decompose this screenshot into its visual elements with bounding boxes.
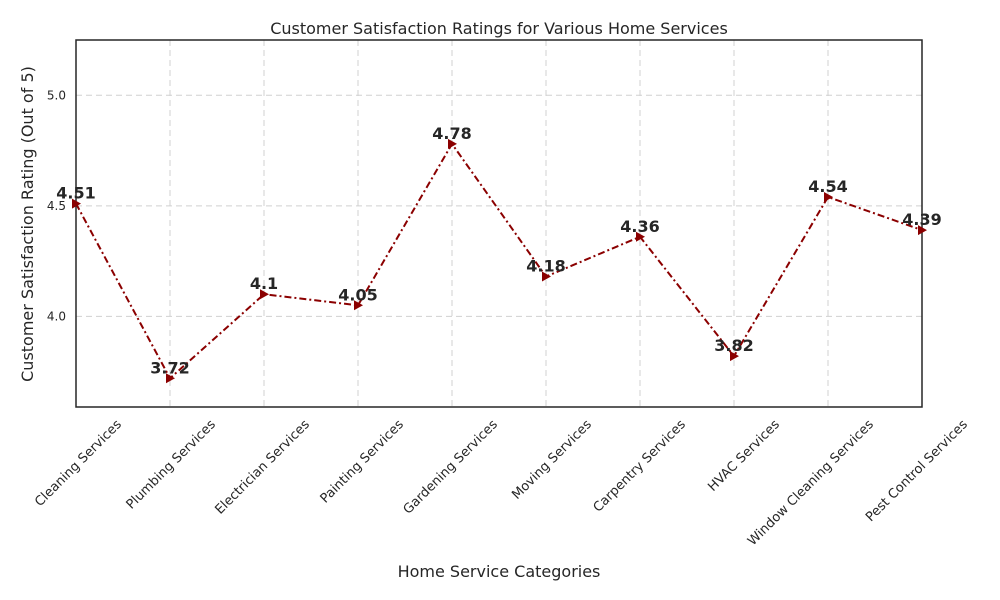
data-point-marker: [730, 351, 739, 362]
data-label: 4.54: [808, 177, 847, 196]
series-line-layer: [75, 142, 923, 380]
data-point-marker: [824, 191, 833, 202]
y-tick-labels: 4.0 4.5 5.0: [47, 88, 66, 323]
data-label: 4.39: [902, 210, 941, 229]
data-label: 4.05: [338, 285, 377, 304]
grid-lines: [75, 40, 923, 407]
chart-title: Customer Satisfaction Ratings for Variou…: [270, 19, 728, 38]
x-axis-label: Home Service Categories: [398, 562, 601, 581]
x-tick-label: Pest Control Services: [863, 417, 971, 525]
data-point-marker: [636, 231, 645, 242]
data-label: 3.72: [150, 358, 189, 377]
data-point-marker: [542, 271, 551, 282]
marker-layer: [72, 138, 927, 384]
data-label: 4.1: [250, 274, 278, 293]
data-label-layer: 4.51 3.72 4.1 4.05 4.78 4.18 4.36 3.82 4.54 4.39: [56, 124, 941, 377]
data-point-marker: [448, 138, 457, 149]
series-line: [75, 142, 923, 380]
y-tick-label: 5.0: [47, 88, 66, 102]
x-tick-label: Carpentry Services: [591, 417, 689, 515]
data-point-marker: [72, 198, 81, 209]
data-label: 4.18: [526, 257, 565, 276]
data-label: 4.78: [432, 124, 471, 143]
x-tick-label: HVAC Services: [705, 417, 783, 495]
data-label: 3.82: [714, 336, 753, 355]
x-tick-label: Painting Services: [318, 417, 407, 506]
x-tick-label: Electrician Services: [212, 417, 313, 518]
x-tick-label: Moving Services: [509, 417, 595, 503]
y-tick-label: 4.0: [47, 309, 66, 323]
y-tick-label: 4.5: [47, 199, 66, 213]
data-point-marker: [260, 289, 269, 300]
data-point-marker: [918, 225, 927, 236]
plot-area: [75, 39, 923, 408]
data-point-marker: [166, 373, 175, 384]
x-tick-label: Gardening Services: [401, 417, 501, 517]
x-tick-label: Cleaning Services: [32, 417, 125, 510]
data-label: 4.51: [56, 184, 95, 203]
x-tick-label: Plumbing Services: [124, 417, 219, 512]
data-label: 4.36: [620, 217, 659, 236]
y-axis-label: Customer Satisfaction Rating (Out of 5): [18, 66, 37, 382]
data-point-marker: [354, 300, 363, 311]
